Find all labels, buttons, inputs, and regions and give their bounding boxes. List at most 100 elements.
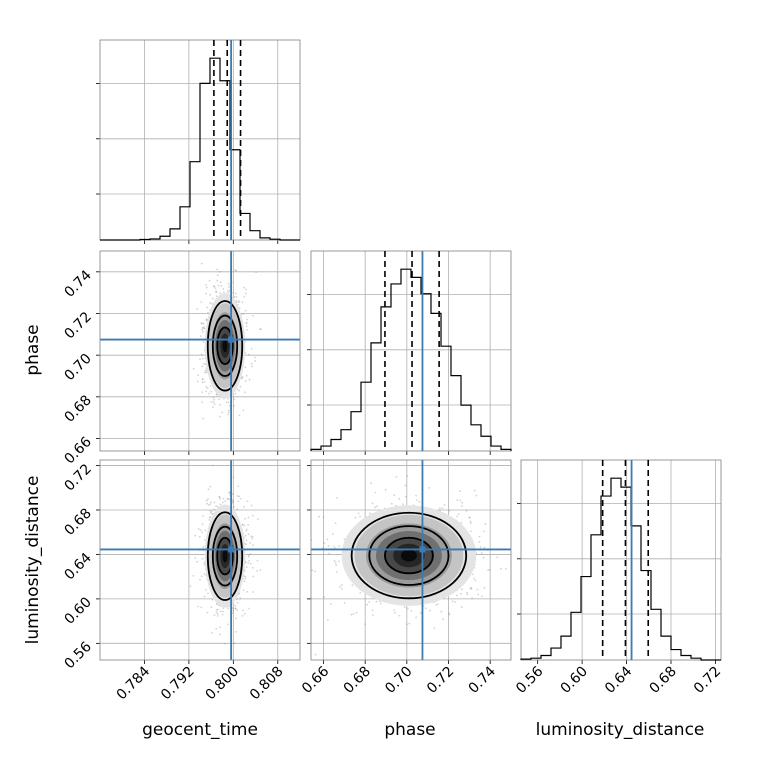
sample-point (213, 508, 216, 511)
sample-point (238, 300, 241, 302)
sample-point (222, 497, 225, 500)
axes-frame (310, 250, 512, 452)
sample-point (476, 588, 479, 591)
sample-point (245, 543, 247, 546)
sample-point (202, 546, 205, 549)
sample-point (213, 285, 215, 288)
sample-point (470, 588, 473, 590)
x-tick-label-luminosity-distance: 0.68 (646, 664, 679, 697)
x-tick-label-luminosity-distance: 0.60 (558, 664, 591, 697)
sample-point (410, 609, 413, 612)
sample-point (202, 515, 204, 517)
sample-point (483, 546, 486, 549)
sample-point (479, 546, 482, 549)
sample-point (207, 498, 209, 500)
sample-point (222, 288, 225, 290)
sample-point (232, 609, 235, 612)
sample-point (202, 330, 204, 333)
sample-point (256, 570, 258, 572)
sample-point (236, 388, 239, 391)
sample-point (219, 498, 222, 500)
histogram-panel-geocent-time (96, 39, 301, 244)
sample-point (415, 616, 417, 619)
sample-point (234, 604, 237, 607)
sample-point (206, 611, 209, 614)
sample-point (237, 485, 240, 488)
sample-point (242, 609, 244, 612)
sample-point (215, 505, 218, 507)
sample-point (248, 554, 250, 557)
sample-point (211, 464, 214, 467)
sample-point (202, 322, 205, 325)
sample-point (234, 269, 237, 271)
x-tick-label-geocent-time: 0.800 (202, 664, 242, 704)
sample-point (216, 612, 219, 615)
sample-point (213, 403, 216, 405)
sample-point (212, 406, 214, 408)
sample-point (227, 607, 229, 610)
sample-point (213, 614, 216, 616)
sample-point (197, 528, 200, 530)
sample-point (192, 575, 195, 577)
sample-point (237, 500, 240, 503)
sample-point (207, 504, 210, 506)
sample-point (244, 534, 247, 537)
sample-point (254, 360, 256, 362)
sample-point (219, 626, 221, 629)
sample-point (201, 365, 204, 368)
sample-point (441, 507, 444, 510)
sample-point (205, 589, 207, 591)
sample-point (200, 606, 203, 609)
sample-point (243, 580, 246, 583)
sample-point (226, 290, 229, 292)
y-tick-label-luminosity-distance: 0.56 (61, 639, 94, 672)
sample-point (205, 499, 208, 502)
sample-point (443, 504, 446, 506)
sample-point (224, 500, 227, 503)
density-level (222, 339, 228, 353)
axes-frame (99, 459, 301, 661)
sample-point (255, 271, 257, 273)
sample-point (354, 516, 357, 519)
axes-frame (99, 250, 301, 452)
sample-point (211, 297, 214, 300)
sample-point (376, 505, 378, 507)
sample-point (334, 522, 337, 524)
sample-point (478, 535, 481, 538)
sample-point (419, 612, 422, 614)
sample-point (504, 568, 507, 570)
sample-point (215, 295, 218, 297)
sample-point (448, 612, 450, 615)
sample-point (201, 523, 204, 526)
sample-point (197, 605, 200, 608)
sample-point (368, 601, 371, 603)
truth-marker (228, 546, 235, 553)
sample-point (402, 503, 404, 506)
histogram-step-phase (310, 268, 512, 451)
sample-point (205, 286, 208, 289)
y-axis-label-phase: phase (23, 324, 43, 375)
sample-point (340, 588, 343, 590)
axes-frame (310, 459, 512, 661)
sample-point (433, 627, 436, 630)
sample-point (203, 326, 206, 328)
sample-point (482, 556, 485, 559)
sample-point (459, 490, 462, 493)
sample-point (220, 284, 223, 287)
sample-point (204, 371, 207, 374)
y-axis-label-luminosity-distance: luminosity_distance (23, 476, 43, 645)
sample-point (243, 286, 245, 289)
sample-point (236, 601, 239, 604)
sample-point (239, 497, 242, 500)
joint-panel-phase-luminosity-distance: 0.66 0.68 0.70 0.72 0.74 (299, 459, 512, 697)
sample-point (251, 537, 253, 540)
sample-point (375, 600, 378, 603)
sample-point (241, 376, 244, 379)
sample-point (209, 293, 212, 296)
sample-point (208, 516, 211, 519)
sample-point (477, 593, 479, 596)
sample-point (231, 607, 234, 609)
sample-point (251, 536, 254, 538)
sample-point (227, 401, 230, 404)
